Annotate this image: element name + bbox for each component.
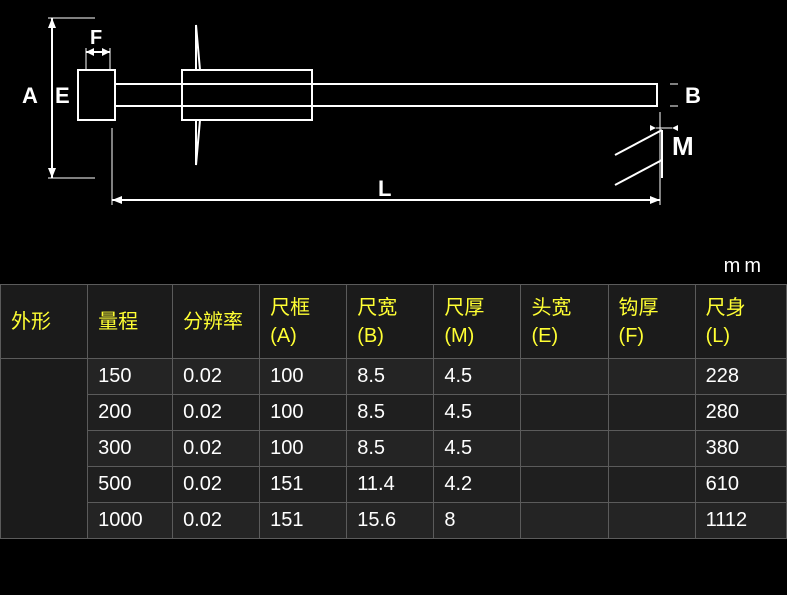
col-M: 尺厚(M) <box>434 285 521 359</box>
cell-range: 1000 <box>88 503 173 539</box>
table-row: 10000.0215115.68 1112 <box>1 503 787 539</box>
cell-L: 380 <box>695 431 786 467</box>
col-E: 头宽(E) <box>521 285 608 359</box>
cell-E <box>521 359 608 395</box>
table-body: 1500.021008.54.52282000.021008.54.528030… <box>1 359 787 539</box>
table-row: 3000.021008.54.5 380 <box>1 431 787 467</box>
cell-F <box>608 359 695 395</box>
cell-res: 0.02 <box>173 431 260 467</box>
cell-M: 8 <box>434 503 521 539</box>
table-row: 2000.021008.54.5 280 <box>1 395 787 431</box>
cell-A: 100 <box>260 395 347 431</box>
cell-B: 15.6 <box>347 503 434 539</box>
col-range: 量程 <box>88 285 173 359</box>
cell-A: 100 <box>260 359 347 395</box>
cell-B: 8.5 <box>347 431 434 467</box>
cell-A: 151 <box>260 467 347 503</box>
table-row: 1500.021008.54.5 228 <box>1 359 787 395</box>
spec-table: 外形量程分辨率尺框(A)尺宽(B)尺厚(M)头宽(E)钩厚(F)尺身(L) 15… <box>0 284 787 539</box>
label-E: E <box>55 83 70 108</box>
cell-F <box>608 431 695 467</box>
col-A: 尺框(A) <box>260 285 347 359</box>
unit-label: mm <box>724 255 765 278</box>
cell-B: 8.5 <box>347 395 434 431</box>
table-header: 外形量程分辨率尺框(A)尺宽(B)尺厚(M)头宽(E)钩厚(F)尺身(L) <box>1 285 787 359</box>
cell-range: 300 <box>88 431 173 467</box>
label-F: F <box>90 27 102 49</box>
cell-F <box>608 395 695 431</box>
label-B: B <box>685 83 701 108</box>
caliper-drawing: A E F B M L <box>0 0 787 240</box>
cell-B: 11.4 <box>347 467 434 503</box>
cell-A: 151 <box>260 503 347 539</box>
cell-M: 4.5 <box>434 359 521 395</box>
cell-res: 0.02 <box>173 395 260 431</box>
label-A: A <box>22 83 38 108</box>
cell-F <box>608 467 695 503</box>
cell-res: 0.02 <box>173 359 260 395</box>
label-M: M <box>672 131 694 161</box>
cell-range: 200 <box>88 395 173 431</box>
col-L: 尺身(L) <box>695 285 786 359</box>
col-B: 尺宽(B) <box>347 285 434 359</box>
cell-L: 610 <box>695 467 786 503</box>
cell-L: 1112 <box>695 503 786 539</box>
col-F: 钩厚(F) <box>608 285 695 359</box>
cell-res: 0.02 <box>173 503 260 539</box>
table-row: 5000.0215111.44.2 610 <box>1 467 787 503</box>
cell-E <box>521 395 608 431</box>
technical-diagram: A E F B M L <box>0 0 787 240</box>
cell-M: 4.5 <box>434 395 521 431</box>
cell-range: 500 <box>88 467 173 503</box>
cell-E <box>521 431 608 467</box>
cell-M: 4.5 <box>434 431 521 467</box>
cell-shape <box>1 359 88 539</box>
cell-L: 280 <box>695 395 786 431</box>
cell-L: 228 <box>695 359 786 395</box>
col-shape: 外形 <box>1 285 88 359</box>
cell-M: 4.2 <box>434 467 521 503</box>
cell-F <box>608 503 695 539</box>
cell-B: 8.5 <box>347 359 434 395</box>
cell-range: 150 <box>88 359 173 395</box>
col-res: 分辨率 <box>173 285 260 359</box>
cell-E <box>521 503 608 539</box>
cell-A: 100 <box>260 431 347 467</box>
cell-res: 0.02 <box>173 467 260 503</box>
cell-E <box>521 467 608 503</box>
label-L: L <box>378 176 391 201</box>
